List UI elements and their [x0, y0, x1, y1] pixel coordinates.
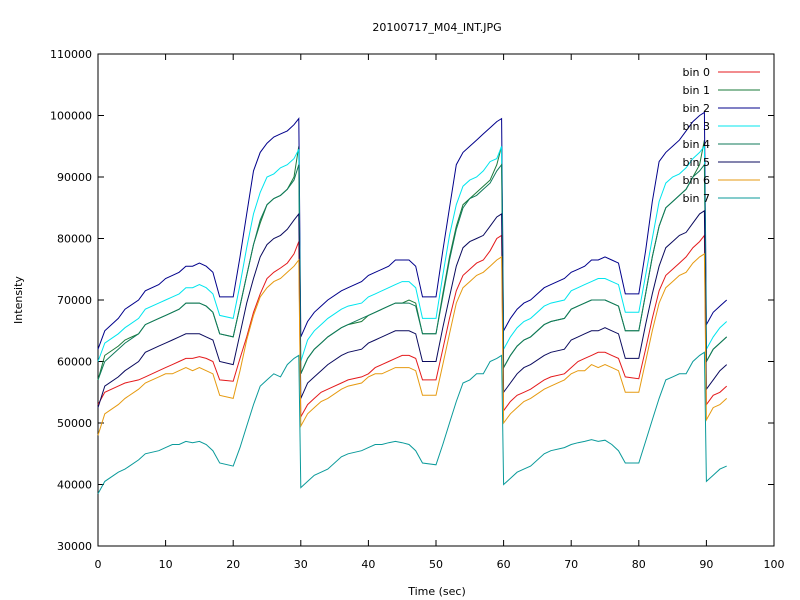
x-tick-label: 10 [159, 558, 173, 571]
x-tick-label: 100 [764, 558, 785, 571]
x-tick-label: 80 [632, 558, 646, 571]
legend-label: bin 2 [682, 102, 710, 115]
y-tick-label: 70000 [57, 294, 92, 307]
y-tick-label: 40000 [57, 479, 92, 492]
legend-label: bin 3 [682, 120, 710, 133]
series-line-bin-0 [97, 233, 728, 419]
x-axis-label: Time (sec) [407, 585, 466, 598]
series-line-bin-3 [97, 144, 728, 362]
x-tick-label: 0 [95, 558, 102, 571]
y-tick-label: 60000 [57, 356, 92, 369]
series-line-bin-7 [97, 351, 727, 494]
chart-title: 20100717_M04_INT.JPG [372, 21, 501, 34]
legend-label: bin 6 [682, 174, 710, 187]
series-line-bin-4 [97, 163, 728, 381]
legend-label: bin 5 [682, 156, 710, 169]
y-tick-label: 100000 [50, 110, 92, 123]
y-tick-label: 110000 [50, 48, 92, 61]
series-line-bin-1 [97, 140, 728, 381]
y-tick-label: 30000 [57, 540, 92, 553]
legend-label: bin 1 [682, 84, 710, 97]
x-tick-label: 70 [564, 558, 578, 571]
axis-ticks: 0 10 20 30 40 50 60 70 80 90 100 30000 40000 50000 600… [50, 48, 785, 571]
x-tick-label: 50 [429, 558, 443, 571]
plot-frame [97, 53, 775, 547]
y-tick-label: 80000 [57, 233, 92, 246]
x-tick-label: 60 [497, 558, 511, 571]
series-line-bin-5 [97, 209, 728, 408]
legend: bin 0 bin 1 bin 2 bin 3 bin 4 bin 5 bin 6 bin 7 [682, 66, 760, 205]
x-tick-label: 40 [361, 558, 375, 571]
y-tick-label: 90000 [57, 171, 92, 184]
series-layer [97, 111, 728, 494]
x-tick-label: 90 [699, 558, 713, 571]
series-line-bin-6 [97, 253, 728, 436]
y-axis-label: Intensity [12, 276, 25, 324]
x-tick-label: 20 [226, 558, 240, 571]
legend-label: bin 4 [682, 138, 710, 151]
x-tick-label: 30 [294, 558, 308, 571]
legend-label: bin 7 [682, 192, 710, 205]
series-line-bin-2 [97, 111, 728, 350]
y-tick-label: 50000 [57, 417, 92, 430]
legend-label: bin 0 [682, 66, 710, 79]
